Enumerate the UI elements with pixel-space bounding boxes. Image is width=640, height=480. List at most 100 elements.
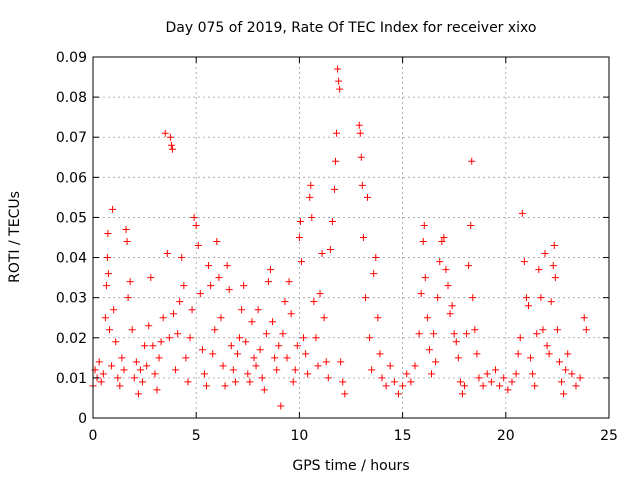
data-point bbox=[166, 133, 174, 141]
data-point bbox=[205, 262, 213, 270]
data-point bbox=[281, 298, 289, 306]
y-tick-label: 0 bbox=[78, 411, 87, 427]
data-point bbox=[525, 302, 533, 310]
data-point bbox=[328, 217, 336, 225]
data-point bbox=[316, 290, 324, 298]
data-point bbox=[463, 330, 471, 338]
data-point bbox=[438, 238, 446, 246]
data-point bbox=[372, 254, 380, 262]
data-point bbox=[411, 362, 419, 370]
data-point bbox=[452, 338, 460, 346]
data-point bbox=[522, 294, 530, 302]
data-point bbox=[461, 382, 469, 390]
data-point bbox=[356, 129, 364, 137]
data-point bbox=[529, 370, 537, 378]
x-tick-label: 20 bbox=[497, 428, 515, 444]
data-point bbox=[110, 306, 118, 314]
data-point bbox=[252, 362, 260, 370]
data-point bbox=[124, 294, 132, 302]
data-point bbox=[233, 350, 241, 358]
data-point bbox=[335, 77, 343, 85]
data-point bbox=[192, 221, 200, 229]
data-point bbox=[256, 346, 264, 354]
data-point bbox=[97, 378, 105, 386]
data-point bbox=[157, 338, 165, 346]
data-point bbox=[295, 234, 303, 241]
data-point bbox=[289, 378, 297, 386]
x-tick-label: 0 bbox=[89, 428, 98, 444]
data-point bbox=[430, 330, 438, 338]
data-point bbox=[370, 270, 378, 278]
axis-ticks bbox=[92, 56, 610, 419]
data-point bbox=[576, 374, 584, 382]
data-point bbox=[229, 366, 237, 374]
x-tick-label: 5 bbox=[192, 428, 201, 444]
data-point bbox=[512, 370, 520, 378]
data-point bbox=[337, 358, 345, 366]
data-point bbox=[240, 282, 248, 290]
data-point bbox=[415, 330, 423, 338]
data-point bbox=[136, 366, 144, 374]
data-point bbox=[267, 266, 275, 274]
data-point bbox=[473, 350, 481, 358]
data-point bbox=[287, 310, 295, 318]
data-point bbox=[421, 274, 429, 282]
data-point bbox=[355, 121, 363, 129]
data-point bbox=[151, 370, 159, 378]
data-point bbox=[442, 266, 450, 274]
data-point bbox=[291, 366, 299, 374]
data-point bbox=[491, 366, 499, 374]
data-point bbox=[211, 326, 219, 334]
data-point bbox=[467, 221, 475, 229]
data-point bbox=[471, 326, 479, 334]
data-point bbox=[95, 358, 103, 366]
y-tick-label: 0.02 bbox=[56, 331, 87, 347]
data-point bbox=[386, 362, 394, 370]
data-point bbox=[403, 370, 411, 378]
x-axis-label: GPS time / hours bbox=[292, 458, 409, 474]
y-axis-label: ROTI / TECUs bbox=[7, 191, 23, 283]
x-tick-label: 15 bbox=[394, 428, 412, 444]
data-point bbox=[537, 294, 545, 302]
data-point bbox=[322, 358, 330, 366]
data-point bbox=[246, 378, 254, 386]
data-point bbox=[196, 290, 204, 298]
data-point bbox=[496, 382, 504, 390]
data-point bbox=[419, 238, 427, 246]
data-point bbox=[145, 322, 153, 330]
data-point bbox=[174, 330, 182, 338]
data-point bbox=[225, 286, 233, 294]
data-point bbox=[582, 326, 590, 334]
data-point bbox=[244, 370, 252, 378]
data-point bbox=[479, 382, 487, 390]
y-tick-label: 0.05 bbox=[56, 210, 87, 226]
y-tick-label: 0.01 bbox=[56, 371, 87, 387]
data-point bbox=[109, 205, 117, 213]
data-point bbox=[446, 310, 454, 318]
y-tick-label: 0.06 bbox=[56, 170, 87, 186]
tick-labels: 0 5 10 15 20 25 0 0.01 0.02 0.03 0.04 0.05 0.06 0.07 0… bbox=[56, 50, 618, 444]
data-point bbox=[456, 378, 464, 386]
data-point bbox=[324, 374, 332, 382]
plot-frame bbox=[92, 56, 610, 419]
data-point bbox=[549, 262, 557, 270]
data-point bbox=[169, 310, 177, 318]
data-points bbox=[89, 65, 590, 410]
data-point bbox=[358, 181, 366, 189]
data-point bbox=[361, 294, 369, 302]
data-point bbox=[277, 402, 285, 410]
data-point bbox=[248, 318, 256, 326]
data-point bbox=[190, 213, 198, 221]
data-point bbox=[297, 258, 305, 266]
data-point bbox=[271, 354, 279, 362]
data-point bbox=[114, 374, 122, 382]
y-tick-label: 0.03 bbox=[56, 291, 87, 307]
data-point bbox=[149, 342, 157, 350]
data-point bbox=[366, 334, 374, 342]
data-point bbox=[165, 334, 173, 342]
y-tick-label: 0.04 bbox=[56, 251, 87, 267]
data-point bbox=[254, 306, 262, 314]
data-point bbox=[475, 374, 483, 382]
data-point bbox=[326, 246, 334, 254]
